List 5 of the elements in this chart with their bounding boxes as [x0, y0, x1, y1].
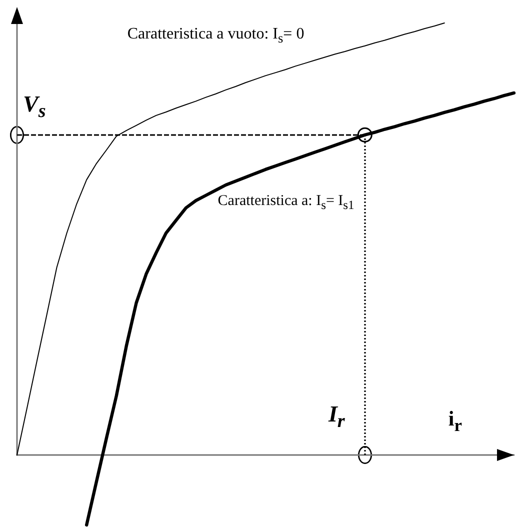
- ref-line-label: V$_{s}$: [23, 91, 46, 123]
- series-label: Caratteristica a: I$_{s}$= I$_{s1}$: [218, 193, 354, 213]
- series-label: Caratteristica a vuoto: I$_{s}$= 0: [127, 25, 304, 46]
- annotation: I$_{r}$: [328, 401, 345, 433]
- x-axis-title: i$_{r}$: [448, 406, 462, 435]
